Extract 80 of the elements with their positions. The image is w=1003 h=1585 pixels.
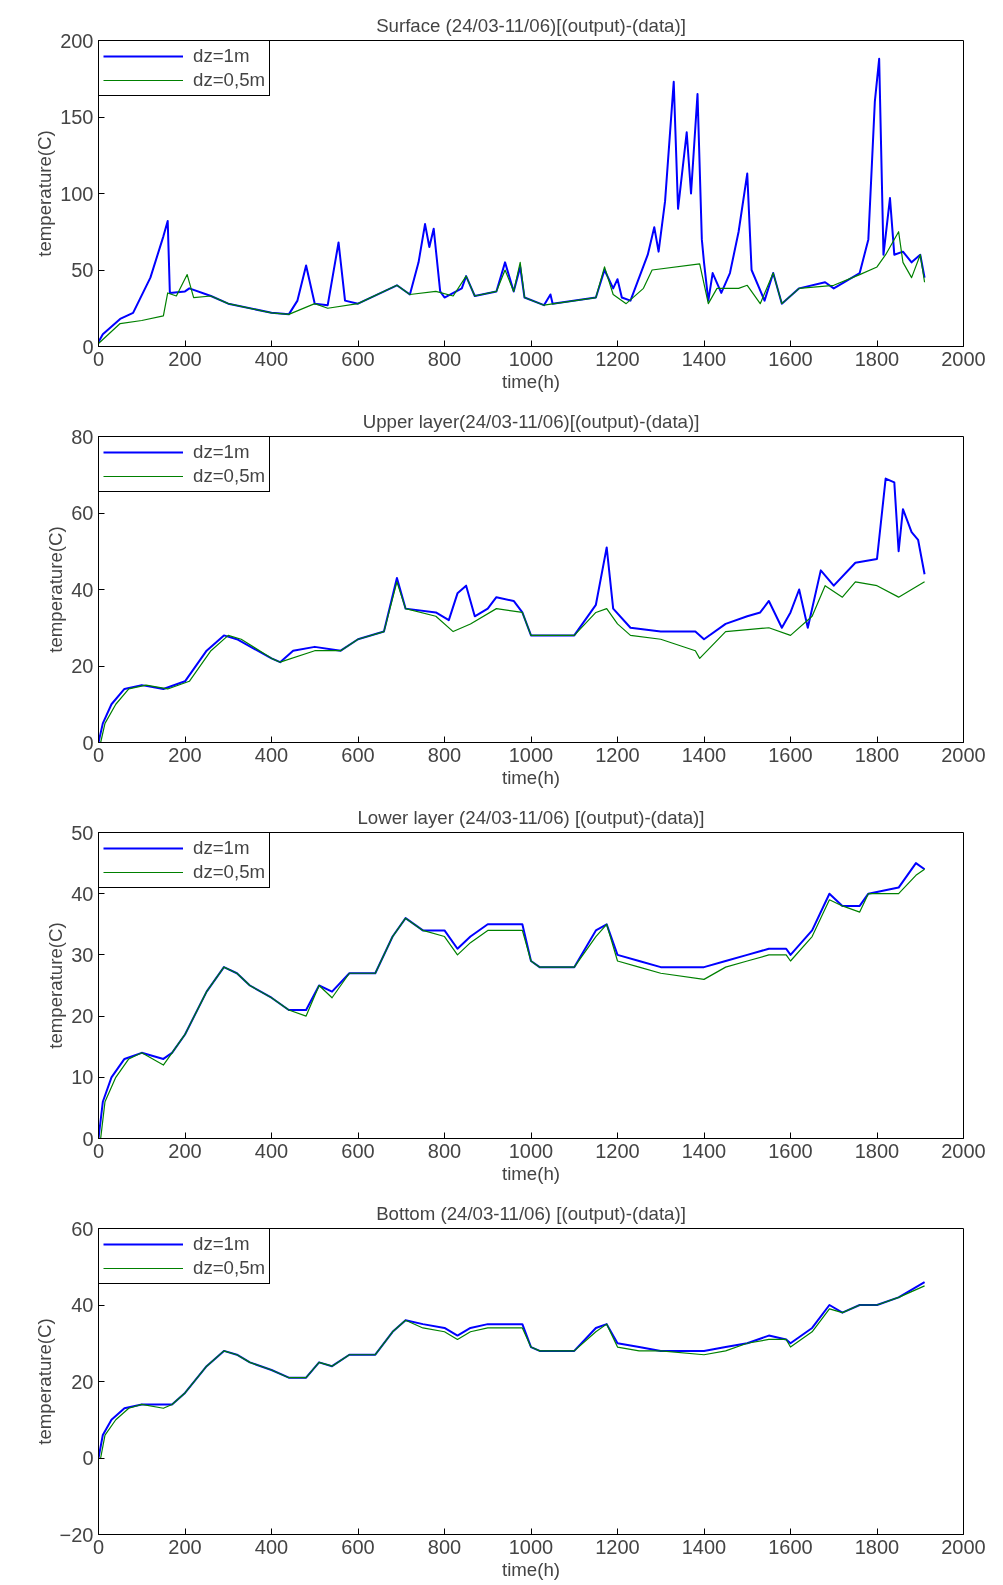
legend-label: dz=1m (193, 441, 250, 463)
x-tick-label: 800 (427, 1535, 462, 1558)
x-tick-label: 600 (341, 1535, 375, 1558)
y-axis-title: temperature(C) (33, 1318, 55, 1445)
y-tick-label: −20 (59, 1523, 94, 1546)
y-tick-label: 150 (60, 106, 94, 128)
x-tick-label: 1200 (595, 347, 640, 370)
x-tick-label: 1400 (681, 347, 727, 370)
x-tick-label: 2000 (941, 1139, 986, 1162)
x-tick-label: 400 (254, 743, 289, 766)
y-tick-label: 10 (71, 1066, 94, 1089)
x-tick-label: 200 (168, 1535, 202, 1558)
legend-label: dz=0,5m (193, 861, 266, 883)
x-tick-label: 1600 (768, 743, 813, 766)
y-tick-label: 0 (82, 1447, 94, 1469)
x-tick-label: 1400 (681, 1139, 727, 1162)
y-tick-label: 50 (71, 821, 94, 844)
y-tick-label: 50 (71, 259, 94, 281)
x-tick-label: 400 (254, 1535, 289, 1558)
y-tick-label: 20 (71, 1005, 94, 1028)
x-axis-title: time(h) (501, 766, 561, 788)
x-tick-label: 800 (427, 1139, 462, 1162)
x-tick-label: 2000 (941, 1535, 986, 1558)
x-tick-label: 1800 (854, 1535, 900, 1558)
x-tick-label: 1400 (681, 743, 727, 766)
y-tick-label: 40 (71, 1294, 94, 1316)
x-tick-label: 1200 (595, 1139, 640, 1162)
legend-label: dz=1m (193, 837, 250, 859)
x-tick-label: 800 (427, 347, 462, 370)
y-tick-label: 40 (71, 882, 94, 905)
x-tick-label: 1600 (768, 1535, 813, 1558)
x-tick-label: 1000 (508, 743, 554, 766)
y-tick-label: 20 (71, 1370, 94, 1393)
line-series (100, 581, 926, 743)
y-tick-label: 60 (71, 502, 94, 524)
x-tick-label: 1200 (595, 1535, 640, 1558)
y-tick-label: 200 (60, 29, 94, 52)
legend-label: dz=1m (193, 45, 250, 67)
legend-label: dz=0,5m (193, 69, 266, 91)
y-tick-label: 60 (71, 1217, 94, 1240)
x-tick-label: 2000 (941, 743, 986, 766)
y-tick-label: 100 (60, 182, 94, 205)
x-tick-label: 2000 (941, 347, 986, 370)
x-tick-label: 600 (341, 347, 375, 370)
x-tick-label: 1800 (854, 347, 900, 370)
y-axis-title: temperature(C) (34, 130, 56, 257)
x-axis-title: time(h) (501, 370, 561, 392)
x-axis-title: time(h) (501, 1558, 561, 1580)
x-tick-label: 1400 (681, 1535, 727, 1558)
x-tick-label: 1800 (854, 1139, 900, 1162)
y-tick-label: 30 (71, 943, 94, 966)
legend-label: dz=1m (193, 1233, 250, 1255)
y-axis-title: temperature(C) (45, 526, 67, 653)
x-tick-label: 1000 (508, 347, 554, 370)
x-tick-label: 200 (168, 1139, 202, 1162)
x-tick-label: 1600 (768, 347, 813, 370)
x-tick-label: 1000 (508, 1139, 554, 1162)
chart-title: Lower layer (24/03-11/06) [(output)-(data)] (357, 806, 705, 828)
x-tick-label: 1000 (508, 1535, 554, 1558)
y-tick-label: 40 (71, 578, 94, 601)
y-tick-label: 20 (71, 655, 94, 677)
x-tick-label: 400 (254, 1139, 289, 1162)
x-tick-label: 200 (168, 347, 202, 370)
legend-label: dz=0,5m (193, 1257, 266, 1279)
chart-title: Bottom (24/03-11/06) [(output)-(data)] (376, 1202, 686, 1224)
y-axis-title: temperature(C) (45, 922, 67, 1049)
x-tick-label: 600 (341, 1139, 375, 1162)
x-tick-label: 1200 (595, 743, 640, 766)
x-tick-label: 600 (341, 743, 375, 766)
x-tick-label: 1600 (768, 1139, 813, 1162)
line-series (98, 231, 926, 345)
chart-title: Surface (24/03-11/06)[(output)-(data)] (376, 14, 686, 36)
x-axis-title: time(h) (501, 1162, 561, 1184)
chart-title: Upper layer(24/03-11/06)[(output)-(data)] (362, 410, 700, 432)
x-tick-label: 800 (427, 743, 462, 766)
x-tick-label: 1800 (854, 743, 900, 766)
x-tick-label: 200 (168, 743, 202, 766)
legend-label: dz=0,5m (193, 465, 266, 487)
y-tick-label: 80 (71, 425, 94, 448)
x-tick-label: 400 (254, 347, 289, 370)
